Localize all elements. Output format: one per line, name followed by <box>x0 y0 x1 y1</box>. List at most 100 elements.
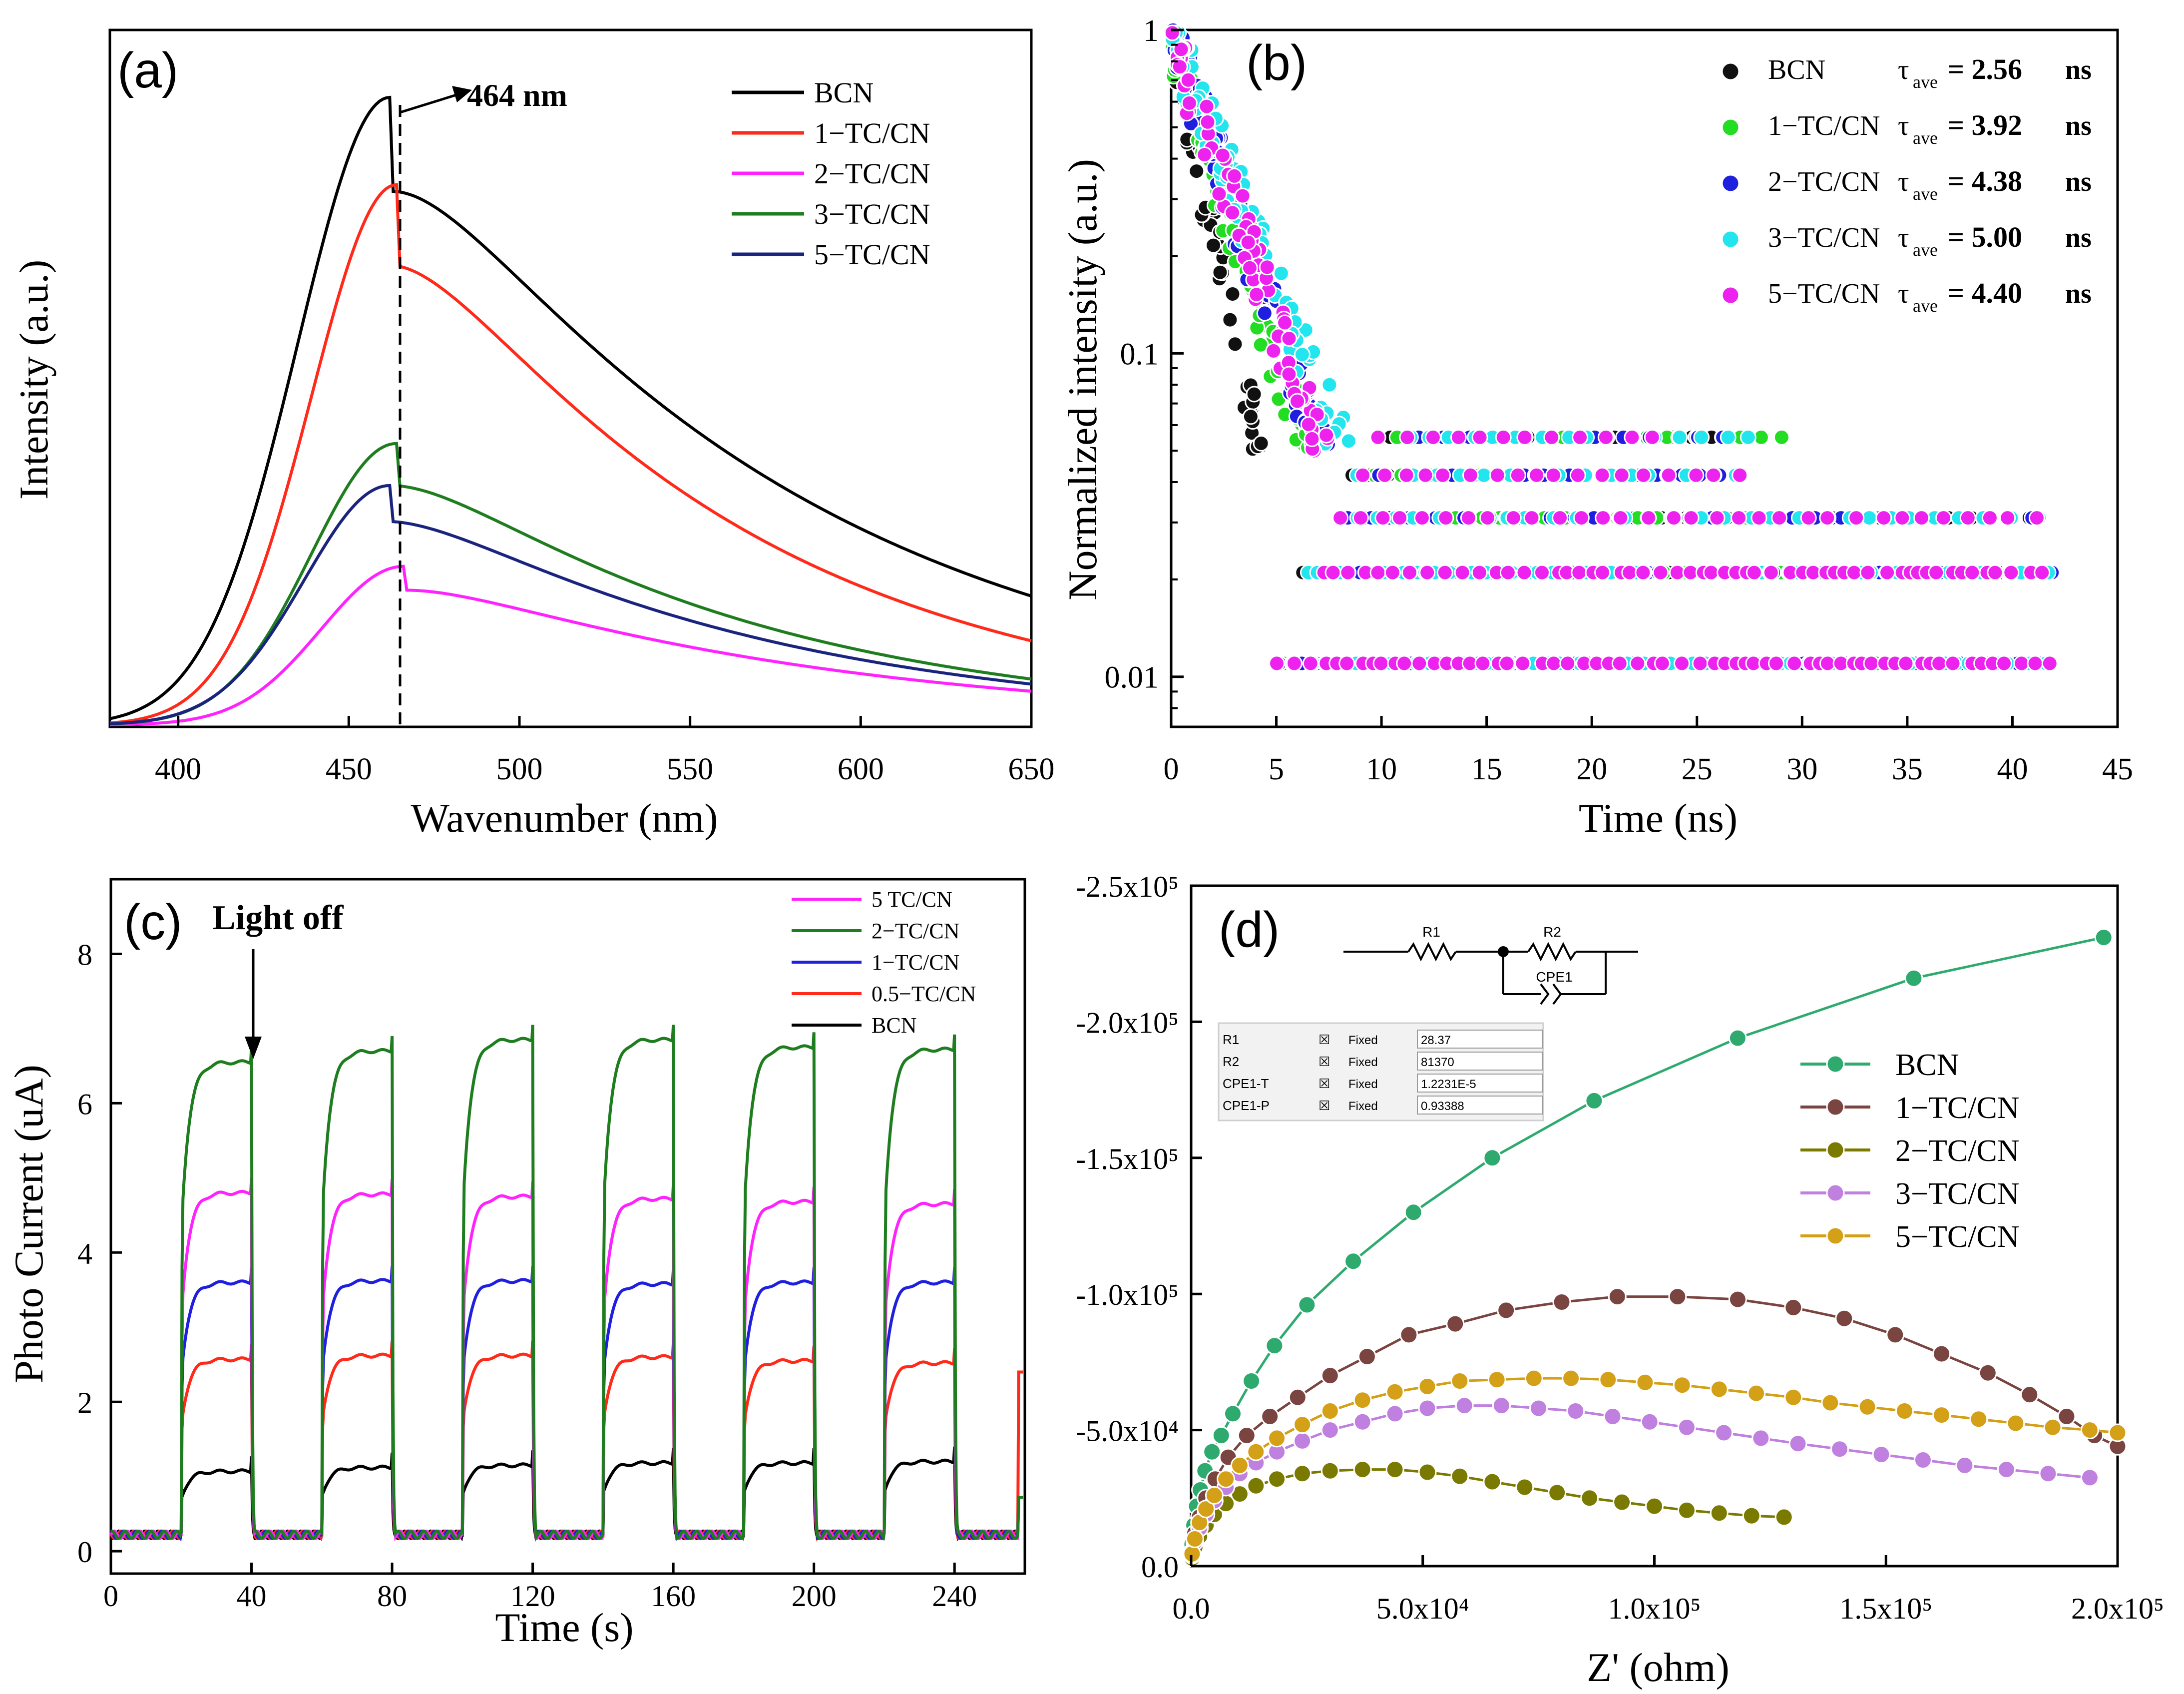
panel-b-point <box>2028 510 2045 527</box>
panel-d-point <box>1997 1460 2016 1479</box>
panel-b-point <box>1534 564 1550 581</box>
panel-b-point <box>1571 564 1588 581</box>
panel-b-legend-tau-unit: ns <box>2065 222 2092 253</box>
panel-b-point <box>1224 204 1241 221</box>
panel-b-point <box>1800 510 1817 527</box>
panel-b-point <box>1471 429 1488 446</box>
panel-d-point <box>1237 1426 1256 1445</box>
panel-d-point <box>1385 1404 1404 1423</box>
panel-b-point <box>1171 58 1188 75</box>
panel-b-point <box>1240 234 1257 251</box>
panel-b-point <box>1709 510 1726 527</box>
panel-d-point <box>1710 1380 1729 1399</box>
panel-d-point <box>1261 1407 1280 1426</box>
panel-d-nyquist: (d) R1 R2 CPE1 R1 ☒ Fixed 28.37 R2 ☒ Fixed 8137… <box>1076 870 2164 1690</box>
param-name: R1 <box>1223 1032 1239 1047</box>
panel-b-point <box>1256 305 1273 322</box>
panel-b-point <box>1863 655 1880 672</box>
panel-b-point <box>1644 429 1661 446</box>
panel-d-point <box>1242 1372 1261 1390</box>
panel-b-point <box>1671 429 1688 446</box>
panel-b-legend-tau-unit: ns <box>2065 54 2092 85</box>
panel-c-legend-label: 5 TC/CN <box>872 887 952 912</box>
panel-d-point <box>2108 1423 2127 1442</box>
panel-b-point <box>1181 94 1198 111</box>
panel-d-point <box>1203 1442 1222 1461</box>
param-value: 28.37 <box>1421 1034 1451 1047</box>
panel-b-point <box>1894 510 1911 527</box>
panel-b-legend: BCN τ ave = 2.56 ns1−TC/CN τ ave = 3.92 ns2−TC/C… <box>1721 53 2092 316</box>
panel-b-point <box>1703 564 1720 581</box>
panel-d-point <box>1580 1489 1599 1508</box>
panel-d-point <box>1603 1407 1622 1426</box>
panel-b-point <box>1705 467 1722 484</box>
panel-b-point <box>1594 564 1611 581</box>
panel-d-legend-label: 1−TC/CN <box>1895 1091 2020 1125</box>
panel-d-point <box>1247 1476 1266 1495</box>
panel-b-point <box>1376 467 1393 484</box>
panel-b-point <box>1612 510 1629 527</box>
panel-d-xtick-label: 1.5x10⁵ <box>1839 1592 1932 1625</box>
panel-a-legend-label: 1−TC/CN <box>814 117 930 149</box>
panel-d-point <box>1640 1412 1659 1431</box>
param-value-box <box>1417 1052 1543 1071</box>
panel-a-legend: BCN 1−TC/CN 2−TC/CN 3−TC/CN 5−TC/CN <box>732 76 930 271</box>
panel-d-point <box>1247 1442 1266 1461</box>
panel-b-legend-tau-value: = 3.92 <box>1948 109 2022 141</box>
panel-d-point <box>1932 1406 1951 1425</box>
panel-c-xtick-label: 0 <box>103 1580 118 1613</box>
panel-b-point <box>1509 467 1526 484</box>
panel-d-point <box>1978 1363 1997 1382</box>
panel-d-legend-marker <box>1826 1140 1845 1159</box>
panel-d-point <box>1497 1301 1516 1320</box>
panel-b-points <box>1164 21 2061 672</box>
panel-d-ytick-label: -5.0x10⁴ <box>1076 1415 1179 1448</box>
panel-d-point <box>1455 1396 1474 1415</box>
panel-b-point <box>1339 564 1356 581</box>
panel-b-point <box>1572 429 1589 446</box>
panel-b-point <box>1768 655 1784 672</box>
panel-c-series-1 <box>110 1025 1023 1542</box>
panel-d-point <box>1608 1287 1627 1306</box>
panel-d-point <box>1774 1508 1793 1527</box>
param-check-icon: ☒ <box>1318 1098 1330 1113</box>
panel-b-point <box>1523 510 1540 527</box>
panel-d-point <box>2039 1464 2058 1483</box>
panel-b-xlabel: Time (ns) <box>1579 795 1738 841</box>
panel-d-legend-label: 3−TC/CN <box>1895 1177 2020 1211</box>
panel-d-xtick-label: 0.0 <box>1173 1592 1210 1625</box>
panel-d-point <box>1268 1470 1287 1489</box>
panel-d-point <box>1320 1421 1339 1440</box>
panel-b-legend-tau: τ <box>1898 166 1909 197</box>
panel-b-point <box>1683 510 1700 527</box>
panel-d-point <box>1404 1203 1423 1222</box>
panel-b-point <box>1935 510 1952 527</box>
panel-d-point <box>1268 1429 1287 1448</box>
panel-b-point <box>1269 655 1285 672</box>
panel-b-legend-marker <box>1721 286 1740 305</box>
panel-b-xtick-label: 45 <box>2102 752 2133 786</box>
panel-b-point <box>1338 655 1355 672</box>
panel-b-point <box>1692 655 1709 672</box>
panel-d-point <box>1265 1336 1284 1355</box>
panel-c-photocurrent: (c) Light off 5 TC/CN 2−TC/CN 1−TC/CN 0.5−T… <box>6 878 1026 1650</box>
panel-b-point <box>1731 510 1747 527</box>
panel-b-point <box>1635 467 1652 484</box>
panel-d-point <box>1715 1423 1734 1442</box>
panel-b-xtick-label: 0 <box>1164 752 1179 786</box>
panel-b-legend-tau: τ <box>1898 222 1909 253</box>
panel-b-point <box>2013 655 2030 672</box>
panel-d-point <box>1353 1412 1372 1431</box>
panel-c-legend-label: 2−TC/CN <box>872 919 959 943</box>
panel-d-legend-marker <box>1826 1055 1845 1074</box>
panel-b-point <box>1354 467 1371 484</box>
panel-c-ytick-label: 0 <box>77 1536 92 1569</box>
panel-b-ytick-label: 0.01 <box>1105 661 1159 695</box>
panel-b-point <box>1226 167 1243 184</box>
panel-b-point <box>1222 311 1239 328</box>
panel-b-point <box>1164 24 1181 41</box>
panel-b-point <box>1613 467 1630 484</box>
panel-b-legend-tau-sub: ave <box>1913 240 1938 260</box>
panel-d-point <box>1205 1486 1224 1505</box>
panel-d-ytick-label: 0.0 <box>1141 1551 1179 1584</box>
